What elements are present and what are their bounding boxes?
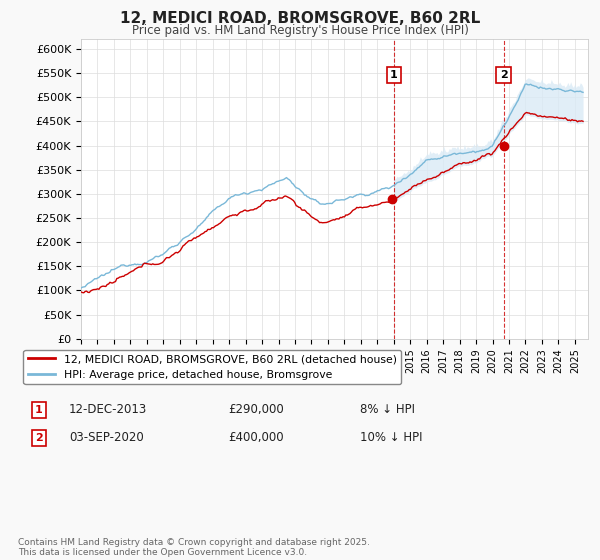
Text: 12, MEDICI ROAD, BROMSGROVE, B60 2RL: 12, MEDICI ROAD, BROMSGROVE, B60 2RL	[120, 11, 480, 26]
Text: 12-DEC-2013: 12-DEC-2013	[69, 403, 147, 417]
Text: Contains HM Land Registry data © Crown copyright and database right 2025.
This d: Contains HM Land Registry data © Crown c…	[18, 538, 370, 557]
Legend: 12, MEDICI ROAD, BROMSGROVE, B60 2RL (detached house), HPI: Average price, detac: 12, MEDICI ROAD, BROMSGROVE, B60 2RL (de…	[23, 350, 401, 384]
Text: Price paid vs. HM Land Registry's House Price Index (HPI): Price paid vs. HM Land Registry's House …	[131, 24, 469, 36]
Text: £400,000: £400,000	[228, 431, 284, 445]
Text: 10% ↓ HPI: 10% ↓ HPI	[360, 431, 422, 445]
Text: 2: 2	[35, 433, 43, 443]
Text: 1: 1	[35, 405, 43, 415]
Text: 2: 2	[500, 70, 508, 80]
Text: 03-SEP-2020: 03-SEP-2020	[69, 431, 144, 445]
Text: 8% ↓ HPI: 8% ↓ HPI	[360, 403, 415, 417]
Text: £290,000: £290,000	[228, 403, 284, 417]
Text: 1: 1	[390, 70, 398, 80]
